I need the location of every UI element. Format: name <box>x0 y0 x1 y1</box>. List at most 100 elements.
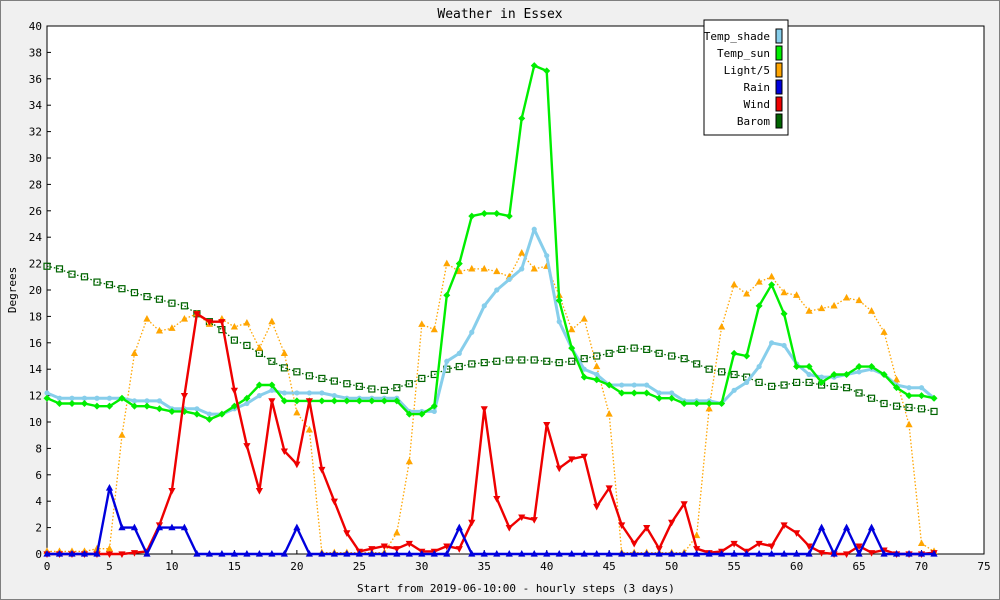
data-point <box>519 266 525 272</box>
data-point <box>530 62 538 70</box>
legend-box <box>703 19 789 136</box>
data-point <box>505 356 513 364</box>
plot-area: 0 5 10 15 20 25 30 35 40 45 50 55 60 65 70 750246810121… <box>29 20 991 573</box>
x-tick-label: 30 <box>415 560 428 573</box>
data-point <box>255 488 263 495</box>
data-point <box>105 281 114 289</box>
data-point <box>355 550 363 557</box>
data-point <box>480 359 488 367</box>
data-point <box>268 398 276 405</box>
data-point <box>630 550 638 557</box>
data-point <box>693 531 701 539</box>
data-point <box>68 270 76 278</box>
data-point <box>255 381 263 389</box>
data-point <box>243 341 251 350</box>
data-point <box>580 453 588 461</box>
data-point <box>856 369 862 375</box>
data-point <box>343 530 351 537</box>
data-point <box>44 390 50 396</box>
data-point <box>194 406 200 412</box>
data-point <box>755 378 763 386</box>
data-point <box>830 382 838 390</box>
legend-label: Temp_shade <box>704 30 770 43</box>
data-point <box>430 550 438 557</box>
data-point <box>481 303 487 309</box>
data-point <box>743 550 751 557</box>
plot-background <box>47 26 984 554</box>
data-point <box>505 525 513 532</box>
data-point <box>456 350 462 356</box>
x-tick-label: 55 <box>728 560 741 573</box>
y-tick-label: 34 <box>29 99 43 112</box>
data-point <box>830 550 838 557</box>
data-point <box>155 295 164 303</box>
data-point <box>305 425 313 433</box>
data-point <box>130 349 139 356</box>
y-tick-label: 22 <box>29 258 42 271</box>
x-tick-label: 50 <box>665 560 678 573</box>
data-point <box>118 394 126 402</box>
data-point <box>755 550 763 557</box>
data-point <box>330 550 338 557</box>
y-tick-label: 36 <box>29 73 42 86</box>
data-point <box>130 550 139 557</box>
data-point <box>368 397 376 405</box>
data-point <box>380 386 388 394</box>
data-point <box>205 319 214 326</box>
data-point <box>918 392 926 400</box>
data-point <box>555 297 563 305</box>
data-point <box>168 299 176 307</box>
legend-label: Temp_sun <box>717 47 770 60</box>
x-tick-label: 20 <box>290 560 303 573</box>
data-point <box>730 540 738 548</box>
data-point <box>506 276 512 283</box>
data-point <box>293 408 301 416</box>
data-point <box>494 287 500 293</box>
data-point <box>393 550 401 557</box>
data-point <box>693 360 701 368</box>
data-point <box>93 278 101 286</box>
data-point <box>543 67 551 75</box>
legend-swatch <box>775 113 783 129</box>
data-point <box>331 393 337 399</box>
legend: Temp_shade Temp_sun Light/5 Rain Wind Barom <box>703 19 789 136</box>
x-tick-label: 60 <box>790 560 803 573</box>
data-point <box>744 379 750 385</box>
data-point <box>668 352 676 360</box>
data-point <box>205 415 213 423</box>
data-point <box>593 362 601 370</box>
data-point <box>118 431 126 438</box>
data-point <box>355 382 363 390</box>
data-point <box>268 357 276 365</box>
data-point <box>118 551 126 558</box>
data-point <box>230 322 238 330</box>
data-point <box>893 384 901 392</box>
data-point <box>568 344 576 352</box>
data-point <box>605 381 613 389</box>
data-point <box>930 394 938 402</box>
data-point <box>330 498 338 506</box>
data-point <box>680 355 688 363</box>
data-point <box>793 363 801 371</box>
data-point <box>218 550 226 557</box>
data-point <box>405 540 413 548</box>
data-point <box>468 264 476 272</box>
data-point <box>655 546 663 553</box>
data-point <box>730 550 738 557</box>
data-point <box>131 398 138 404</box>
data-point <box>743 289 751 297</box>
data-point <box>268 550 276 557</box>
data-point <box>755 278 763 285</box>
data-point <box>505 550 513 557</box>
data-point <box>80 273 89 281</box>
data-point <box>855 550 863 557</box>
data-point <box>105 551 114 558</box>
data-point <box>668 519 676 527</box>
data-point <box>493 267 501 275</box>
data-point <box>705 400 713 408</box>
data-point <box>343 550 351 557</box>
x-tick-label: 45 <box>603 560 616 573</box>
data-point <box>743 352 751 360</box>
data-point <box>855 543 863 551</box>
